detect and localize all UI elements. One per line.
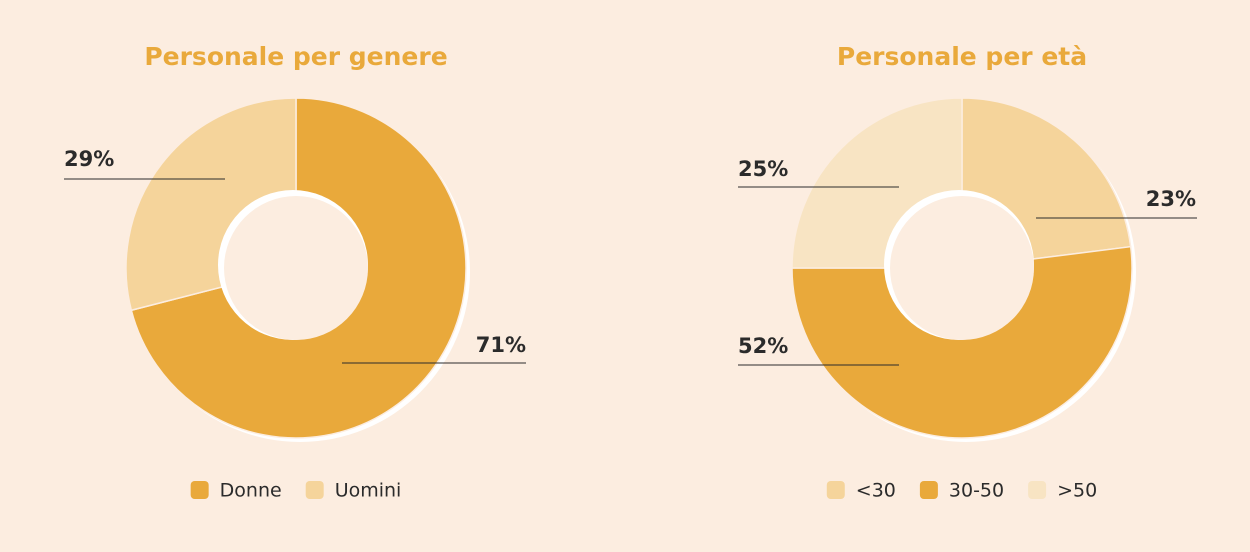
legend: <30 30-50 >50	[826, 480, 1097, 502]
legend-label: >50	[1057, 480, 1097, 502]
chart-title: Personale per genere	[144, 42, 447, 71]
legend-swatch	[826, 481, 845, 499]
value-label: 52%	[738, 334, 788, 358]
value-label: 29%	[64, 147, 114, 171]
legend-label: Uomini	[335, 480, 402, 502]
legend: Donne Uomini	[190, 480, 402, 502]
legend-label: <30	[856, 480, 896, 502]
legend-swatch	[1028, 481, 1047, 499]
hole	[890, 196, 1034, 340]
hole	[224, 196, 368, 340]
chart-title: Personale per età	[837, 42, 1087, 71]
legend-swatch	[919, 481, 938, 499]
legend-swatch	[305, 481, 324, 499]
value-label: 71%	[476, 333, 526, 357]
value-label: 23%	[1146, 187, 1196, 211]
value-label: 25%	[738, 157, 788, 181]
legend-label: 30-50	[949, 480, 1004, 502]
legend-swatch	[190, 481, 209, 499]
slice	[791, 245, 1133, 439]
legend-label: Donne	[220, 480, 282, 502]
